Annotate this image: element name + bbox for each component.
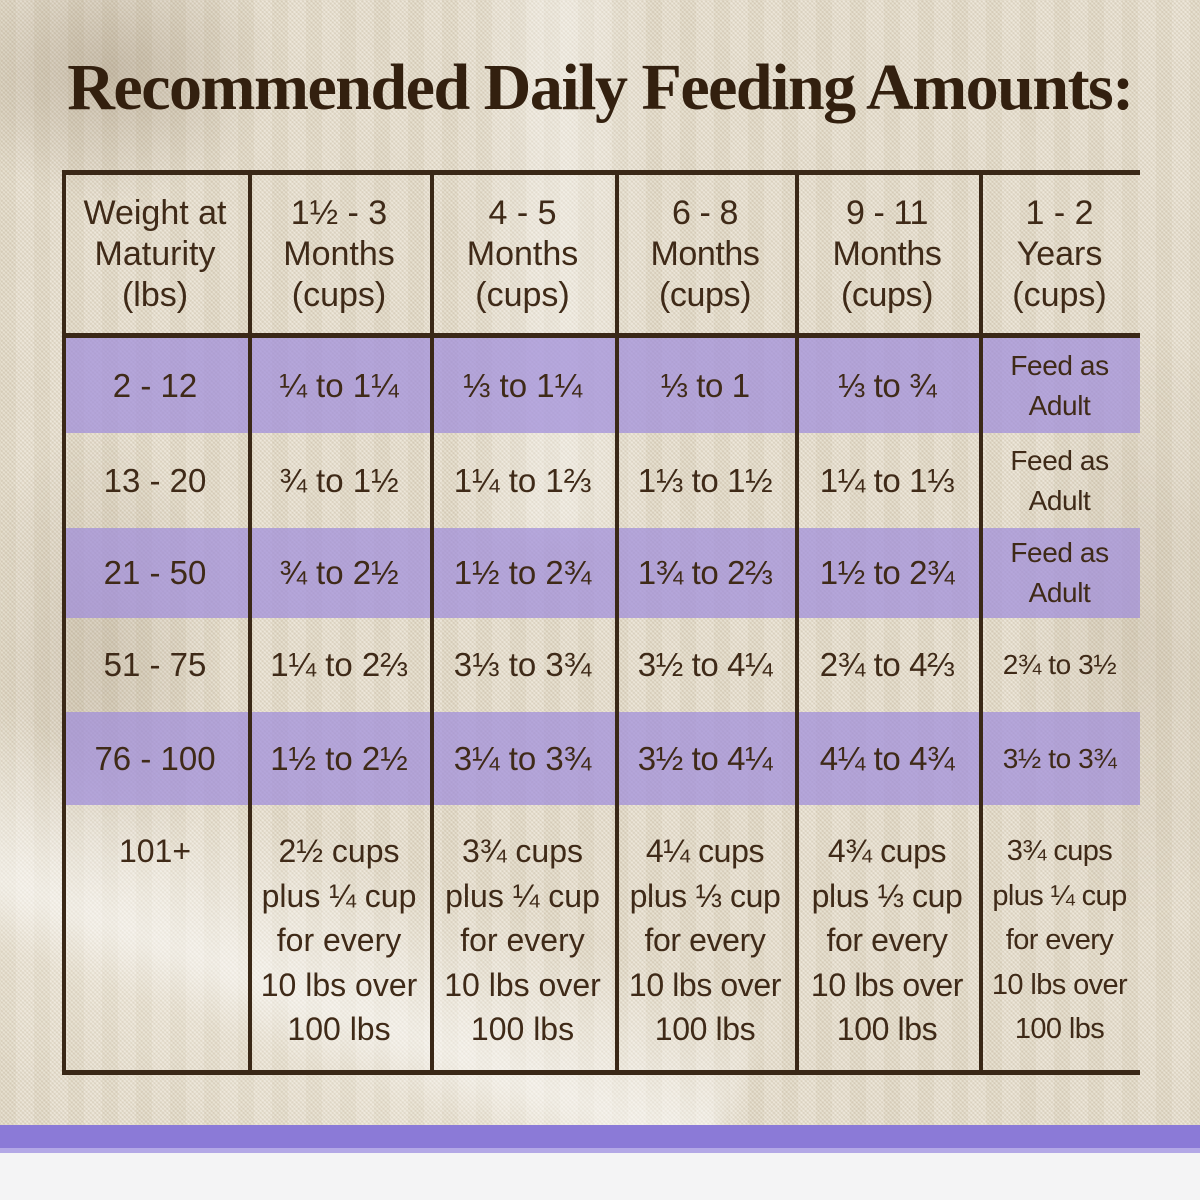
table-border-left <box>62 170 66 1075</box>
amount-cell: 3¼ to 3¾ <box>430 712 615 805</box>
table-column-divider <box>795 170 799 1075</box>
amount-cell: 4¼ cups plus ⅓ cup for every 10 lbs over… <box>628 833 782 1047</box>
amount-cell: 1¼ to 1⅔ <box>453 461 592 499</box>
amount-cell: 4¼ to 4¾ <box>795 712 979 805</box>
weight-cell: 13 - 20 <box>103 461 207 499</box>
amount-cell: 2¾ to 4⅔ <box>819 646 955 683</box>
amount-cell: 1½ to 2½ <box>248 712 430 805</box>
table-column-divider <box>248 170 252 1075</box>
amount-cell: 3½ to 4¼ <box>637 646 773 683</box>
amount-cell: 1¾ to 2⅔ <box>615 528 795 618</box>
weight-cell: 2 - 12 <box>62 338 248 433</box>
amount-cell: 4¾ cups plus ⅓ cup for every 10 lbs over… <box>810 833 964 1047</box>
amount-cell: 1½ to 2¾ <box>795 528 979 618</box>
amount-cell: 3¾ cups plus ¼ cup for every 10 lbs over… <box>444 833 601 1047</box>
weight-cell: 101+ <box>118 833 192 869</box>
amount-cell: 2¾ to 3½ <box>1002 649 1117 680</box>
amount-cell: 3½ to 4¼ <box>615 712 795 805</box>
footer-accent-bar-light <box>0 1148 1200 1153</box>
table-header-divider <box>62 333 1140 338</box>
amount-cell: 2½ cups plus ¼ cup for every 10 lbs over… <box>260 833 418 1047</box>
amount-cell: 1⅓ to 1½ <box>637 461 773 499</box>
column-header: Weight at Maturity (lbs) <box>83 193 227 314</box>
amount-cell: 1¼ to 1⅓ <box>819 461 955 499</box>
amount-cell: 3⅓ to 3¾ <box>453 646 592 683</box>
amount-cell: ⅓ to ¾ <box>795 338 979 433</box>
column-header: 9 - 11 Months (cups) <box>832 193 942 314</box>
amount-cell: Feed as Adult <box>979 338 1140 433</box>
table-column-divider <box>979 170 983 1075</box>
amount-cell: ⅓ to 1¼ <box>430 338 615 433</box>
weight-cell: 21 - 50 <box>62 528 248 618</box>
amount-cell: 3½ to 3¾ <box>979 712 1140 805</box>
amount-cell: 1¼ to 2⅔ <box>270 646 408 683</box>
amount-cell: 3¾ cups plus ¼ cup for every 10 lbs over… <box>991 835 1128 1045</box>
weight-cell: 76 - 100 <box>62 712 248 805</box>
footer-accent-bar <box>0 1125 1200 1148</box>
footer-strip <box>0 1153 1200 1200</box>
column-header: 1½ - 3 Months (cups) <box>283 193 395 314</box>
column-header: 1 - 2 Years (cups) <box>1012 193 1107 314</box>
amount-cell: 1½ to 2¾ <box>430 528 615 618</box>
amount-cell: Feed as Adult <box>979 528 1140 618</box>
amount-cell: ⅓ to 1 <box>615 338 795 433</box>
table-column-divider <box>430 170 434 1075</box>
amount-cell: ¾ to 1½ <box>279 461 399 499</box>
column-header: 4 - 5 Months (cups) <box>466 193 579 314</box>
page-title: Recommended Daily Feeding Amounts: <box>67 51 1134 124</box>
feeding-table: Weight at Maturity (lbs) 1½ - 3 Months (c… <box>62 170 1140 1075</box>
amount-cell: ¼ to 1¼ <box>248 338 430 433</box>
table-border-top <box>62 170 1140 175</box>
amount-cell: ¾ to 2½ <box>248 528 430 618</box>
amount-cell: Feed as Adult <box>1010 444 1109 516</box>
column-header: 6 - 8 Months (cups) <box>650 193 760 314</box>
weight-cell: 51 - 75 <box>103 646 207 683</box>
table-column-divider <box>615 170 619 1075</box>
